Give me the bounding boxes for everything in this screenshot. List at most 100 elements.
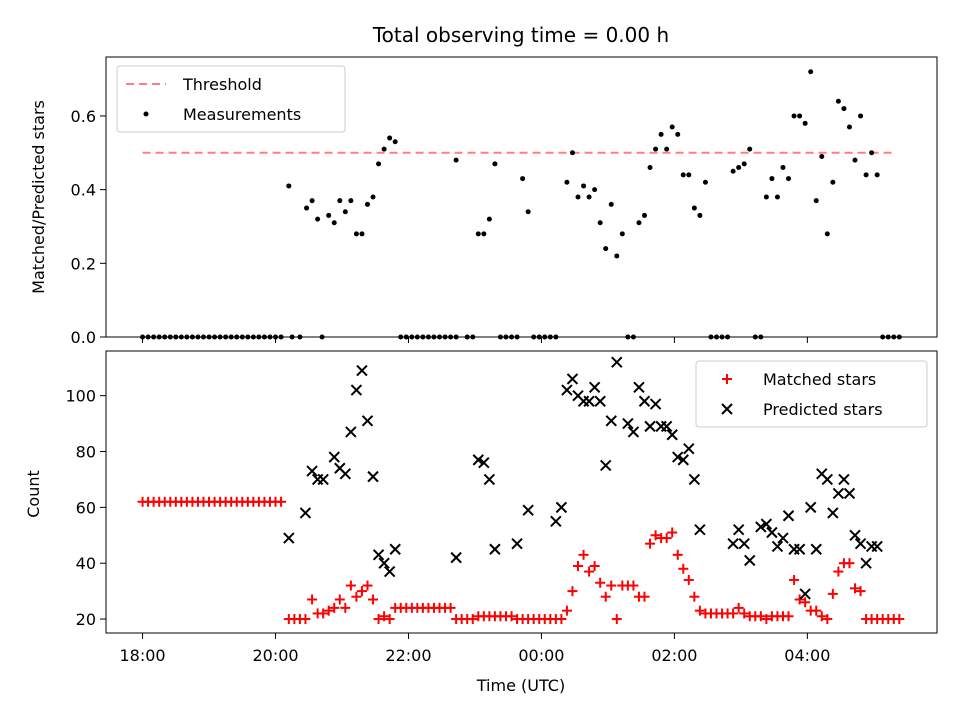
measurement-point (525, 209, 531, 215)
predicted-star-point (688, 473, 701, 486)
matched-star-point (850, 583, 861, 594)
predicted-star-point (660, 420, 673, 433)
predicted-star-point (522, 504, 534, 516)
predicted-star-point (383, 565, 396, 578)
matched-star-point (379, 611, 390, 622)
top-y-ticks: 0.0 0.2 0.4 0.6 (71, 107, 106, 347)
top-axes-frame (105, 56, 938, 338)
measurement-point (359, 231, 365, 237)
measurement-point (581, 183, 587, 189)
matched-star-point (506, 611, 517, 622)
predicted-star-point (306, 465, 318, 477)
predicted-star-point (511, 537, 523, 550)
measurement-point (780, 165, 786, 171)
measurement-point (813, 198, 819, 204)
matched-star-point (761, 614, 772, 625)
bottom-legend: Matched stars Predicted stars (695, 360, 928, 428)
bottom-axes-frame (105, 350, 938, 634)
matched-star-point (589, 560, 600, 571)
measurement-point (376, 161, 382, 167)
matched-star-point (800, 597, 811, 608)
matched-star-point (894, 614, 905, 625)
predicted-star-point (827, 507, 839, 519)
bottom-y-tick-label: 100 (65, 387, 96, 406)
measurement-point (763, 194, 769, 200)
measurement-point (309, 198, 315, 204)
top-legend: Threshold Measurements (116, 65, 346, 133)
matched-star-point (628, 580, 639, 591)
matched-star-point (300, 614, 311, 625)
predicted-star-point (799, 588, 811, 600)
matched-star-point (373, 614, 384, 625)
predicted-star-point (283, 532, 295, 544)
predicted-star-point (804, 501, 817, 514)
measurement-point (830, 179, 836, 185)
predicted-star-point (361, 415, 374, 427)
matched-star-point (595, 577, 606, 588)
measurement-point (691, 205, 697, 211)
measurement-point (791, 113, 797, 119)
predicted-star-point (627, 426, 640, 438)
measurement-point (736, 165, 742, 171)
predicted-star-point (605, 415, 617, 427)
matched-star-point (276, 496, 287, 507)
matched-star-point (783, 611, 794, 622)
predicted-star-point (550, 515, 562, 528)
matched-star-point (694, 605, 705, 616)
predicted-star-point (766, 526, 778, 539)
predicted-star-point (588, 381, 601, 394)
matched-star-point (368, 594, 379, 605)
measurement-point (808, 69, 814, 75)
top-y-tick-label: 0.0 (71, 328, 96, 347)
legend-matched-swatch (722, 374, 732, 384)
measurement-point (337, 198, 343, 204)
chart-title: Total observing time = 0.00 h (372, 23, 669, 47)
measurement-point (641, 212, 647, 218)
matched-star-point (584, 566, 595, 577)
matched-star-point (561, 605, 572, 616)
predicted-star-point (683, 443, 695, 455)
predicted-star-point (561, 384, 573, 396)
bottom-x-tick-label: 20:00 (252, 646, 298, 665)
predicted-star-point (793, 543, 806, 555)
predicted-star-point (483, 473, 496, 486)
bottom-y-tick-label: 40 (76, 554, 96, 573)
predicted-star-point (328, 451, 340, 463)
predicted-star-point (760, 518, 773, 530)
matched-star-point (733, 602, 744, 613)
matched-star-point (606, 580, 617, 591)
predicted-star-point (350, 384, 363, 396)
matched-star-point (329, 602, 340, 613)
measurement-point (675, 131, 681, 137)
bottom-x-ticks: 18:00 20:00 22:00 00:00 02:00 04:00 (120, 633, 830, 665)
predicted-star-point (849, 529, 861, 541)
predicted-star-point (372, 549, 385, 561)
matched-star-point (689, 591, 700, 602)
predicted-star-point (777, 532, 789, 544)
matched-star-point (739, 608, 750, 619)
predicted-star-point (744, 554, 756, 567)
matched-star-point (307, 594, 318, 605)
bottom-y-tick-label: 20 (76, 610, 96, 629)
matched-star-point (356, 586, 367, 597)
predicted-star-point (771, 540, 784, 553)
measurement-point (819, 153, 825, 159)
predicted-star-point (489, 543, 501, 555)
measurement-point (603, 246, 609, 252)
predicted-star-point (611, 356, 623, 368)
legend-matched-label: Matched stars (763, 370, 876, 389)
predicted-star-point (832, 487, 845, 500)
matched-star-point (683, 574, 694, 585)
measurement-point (608, 201, 614, 207)
measurement-point (686, 172, 692, 178)
predicted-star-point (594, 395, 606, 407)
predicted-star-point (694, 523, 706, 536)
measurement-point (702, 179, 708, 185)
matched-star-point (755, 611, 766, 622)
matched-star-point (728, 608, 739, 619)
bottom-y-axis-label: Count (24, 470, 43, 518)
measurement-point (797, 113, 803, 119)
measurement-point (326, 212, 332, 218)
predicted-star-point (583, 395, 595, 407)
predicted-star-point (356, 364, 368, 377)
